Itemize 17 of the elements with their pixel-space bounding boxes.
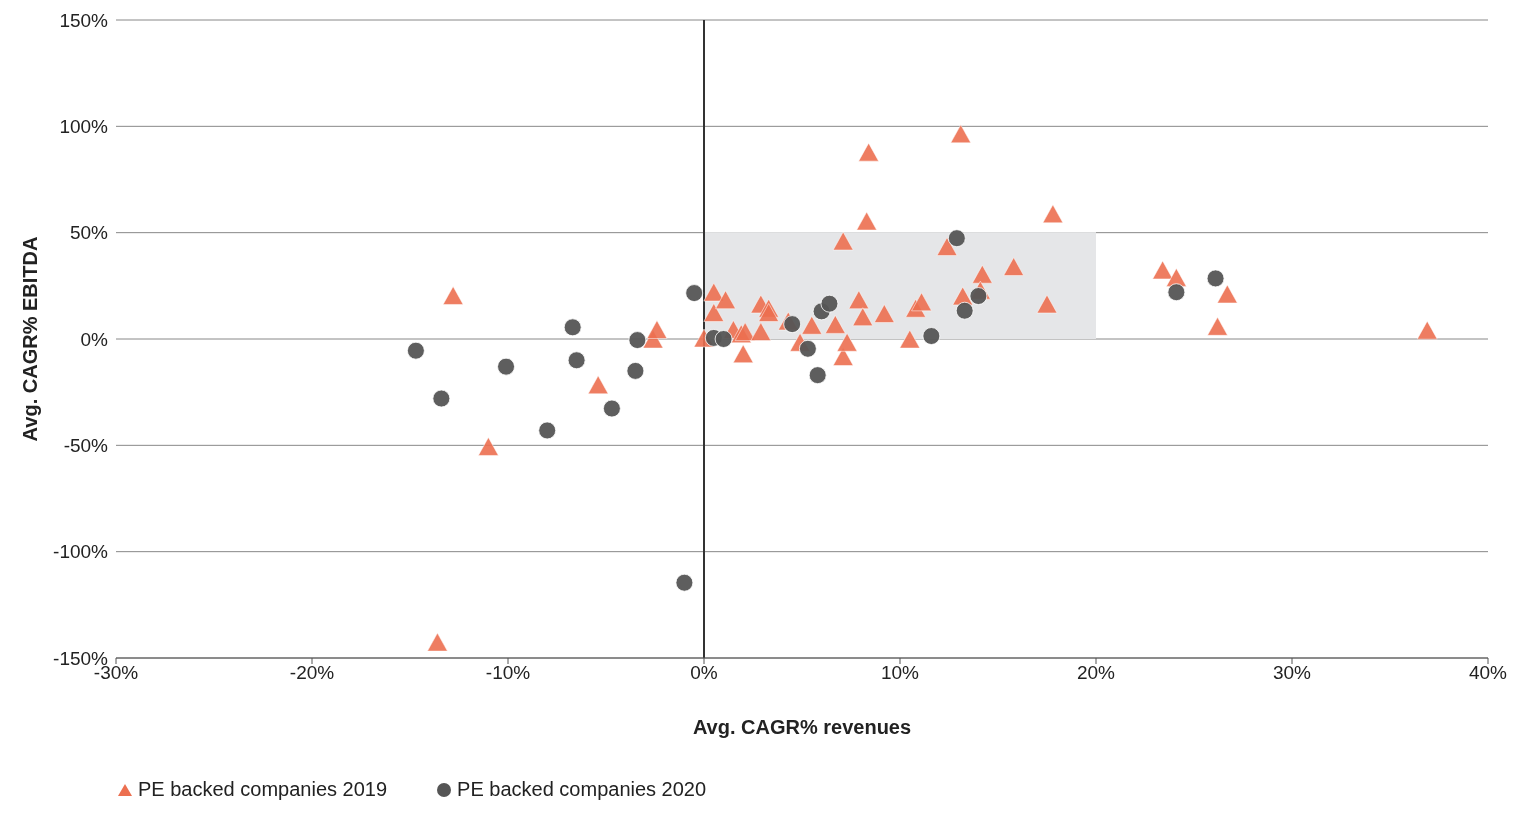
y-tick-label: 100% [59,116,109,138]
x-axis-title: Avg. CAGR% revenues [692,716,912,738]
x-tick-label: -10% [485,662,531,684]
y-axis-title: Avg. CAGR% EBITDA [19,236,42,442]
x-tick-label: 30% [1272,662,1312,684]
x-tick-label: 0% [690,662,718,684]
y-tick-label: 0% [80,328,109,350]
x-tick-label: 10% [880,662,920,684]
y-tick-label: -50% [63,435,109,457]
y-tick-label: -100% [53,541,109,563]
x-tick-label: 20% [1076,662,1116,684]
y-tick-label: 50% [69,222,109,244]
legend-label: PE backed companies 2019 [138,778,388,801]
legend-label: PE backed companies 2020 [457,778,707,801]
y-tick-label: 150% [59,9,109,31]
x-tick-label: 40% [1468,662,1508,684]
x-tick-label: -20% [289,662,335,684]
